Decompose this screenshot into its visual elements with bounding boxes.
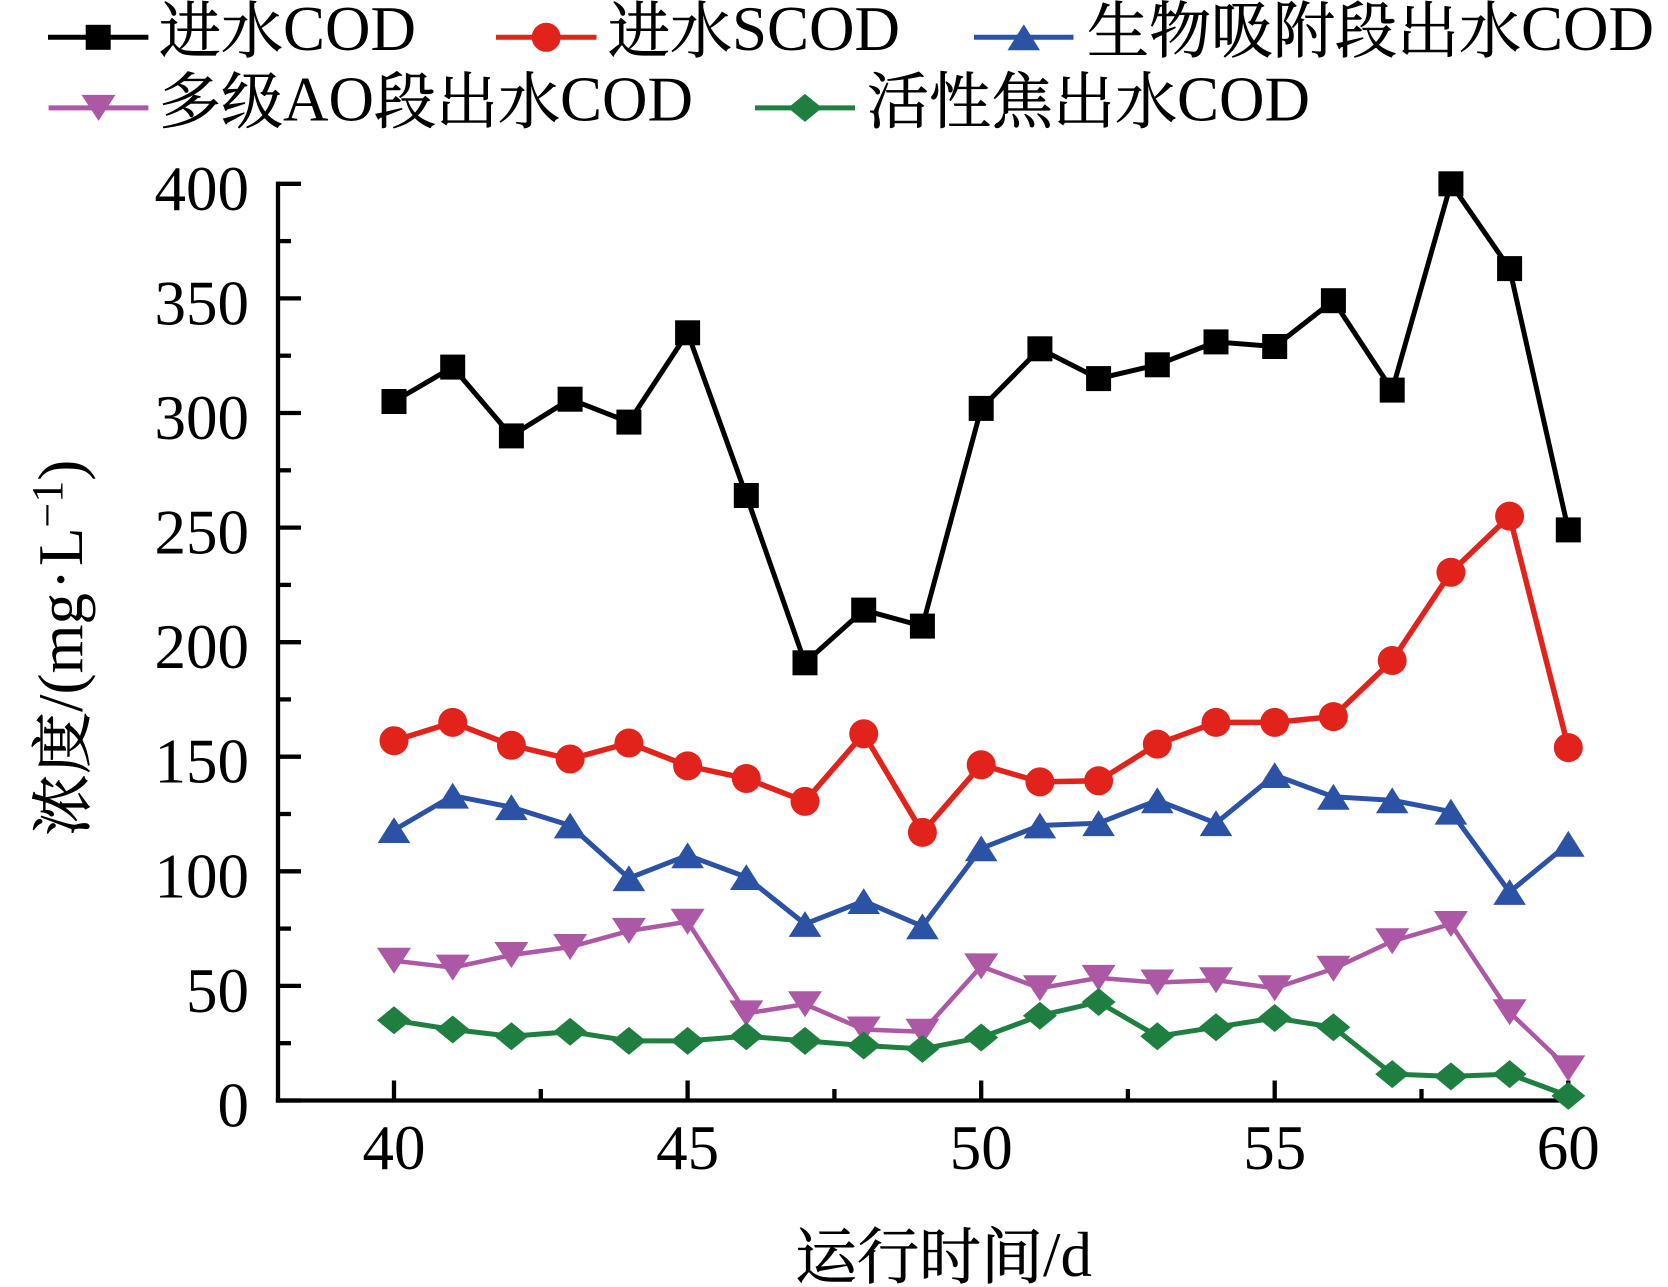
svg-text:·: · — [26, 569, 96, 590]
svg-text:COD: COD — [1177, 65, 1310, 135]
svg-text:350: 350 — [155, 268, 250, 338]
svg-text:100: 100 — [155, 841, 250, 911]
svg-text:0: 0 — [218, 1071, 250, 1141]
svg-text:200: 200 — [155, 612, 250, 682]
svg-text:L: L — [26, 528, 96, 566]
svg-text:300: 300 — [155, 383, 250, 453]
svg-text:/d: /d — [1043, 1220, 1092, 1287]
svg-text:250: 250 — [155, 498, 250, 568]
svg-text:60: 60 — [1537, 1113, 1600, 1183]
svg-text:COD: COD — [560, 65, 693, 135]
svg-text:45: 45 — [656, 1113, 719, 1183]
svg-text:/(mg: /(mg — [26, 593, 96, 712]
svg-text:COD: COD — [283, 0, 416, 64]
svg-text:40: 40 — [363, 1113, 426, 1183]
svg-text:400: 400 — [155, 154, 250, 224]
svg-text:SCOD: SCOD — [732, 0, 900, 64]
svg-text:50: 50 — [186, 956, 249, 1026]
svg-text:150: 150 — [155, 727, 250, 797]
svg-text:COD: COD — [1521, 0, 1654, 64]
svg-text:50: 50 — [950, 1113, 1013, 1183]
svg-text:55: 55 — [1243, 1113, 1306, 1183]
svg-text:−1: −1 — [23, 481, 72, 528]
svg-text:AO: AO — [283, 65, 374, 135]
svg-text:): ) — [26, 460, 96, 481]
